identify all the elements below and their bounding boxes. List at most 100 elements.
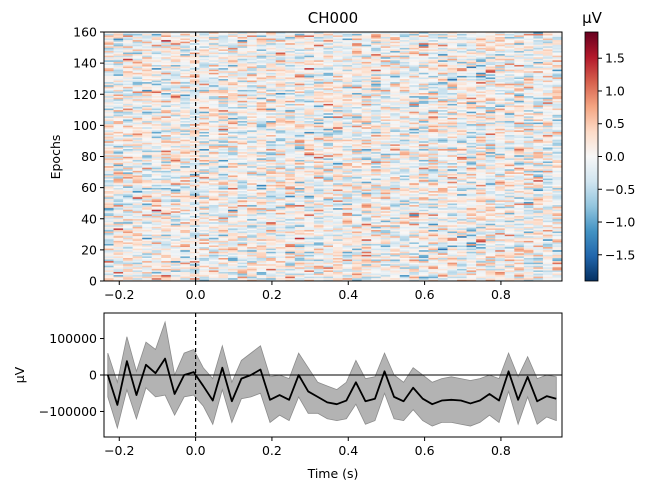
heatmap-cell xyxy=(447,210,458,213)
heatmap-cell xyxy=(199,140,210,143)
heatmap-cell xyxy=(104,154,114,157)
heatmap-cell xyxy=(399,248,410,251)
heatmap-cell xyxy=(342,251,353,254)
heatmap-cell xyxy=(533,137,544,140)
heatmap-cell xyxy=(180,259,191,262)
heatmap-cell xyxy=(533,120,544,123)
heatmap-cell xyxy=(418,120,429,123)
heatmap-cell xyxy=(466,226,477,229)
heatmap-cell xyxy=(352,186,362,188)
heatmap-cell xyxy=(361,204,372,207)
heatmap-cell xyxy=(514,243,525,246)
heatmap-cell xyxy=(352,206,362,209)
heatmap-cell xyxy=(542,193,553,196)
heatmap-cell xyxy=(352,140,362,143)
heatmap-cell xyxy=(208,217,219,220)
heatmap-cell xyxy=(228,167,238,170)
heatmap-cell xyxy=(361,190,372,193)
heatmap-cell xyxy=(504,123,515,126)
heatmap-cell xyxy=(199,270,210,272)
heatmap-cell xyxy=(514,131,525,134)
heatmap-cell xyxy=(132,128,143,131)
heatmap-cell xyxy=(361,164,372,167)
heatmap-cell xyxy=(333,137,343,140)
heatmap-cell xyxy=(256,246,267,249)
heatmap-cell xyxy=(189,235,200,238)
heatmap-cell xyxy=(218,134,229,137)
heatmap-cell xyxy=(208,206,219,209)
heatmap-cell xyxy=(447,134,458,137)
heatmap-cell xyxy=(447,172,458,174)
heatmap-cell xyxy=(323,242,334,244)
heatmap-cell xyxy=(266,259,277,262)
heatmap-cell xyxy=(142,223,153,226)
heatmap-cell xyxy=(485,265,496,268)
heatmap-cell xyxy=(123,209,133,212)
heatmap-cell xyxy=(476,144,487,146)
heatmap-cell xyxy=(237,128,248,131)
heatmap-cell xyxy=(199,196,210,199)
heatmap-cell xyxy=(371,224,382,227)
heatmap-cell xyxy=(266,192,277,195)
heatmap-cell xyxy=(523,265,534,268)
heatmap-cell xyxy=(504,125,515,128)
heatmap-cell xyxy=(113,257,124,260)
heatmap-cell xyxy=(256,176,267,179)
heatmap-cell xyxy=(552,142,563,145)
heatmap-cell xyxy=(428,254,439,257)
heatmap-cell xyxy=(237,130,248,132)
heatmap-cell xyxy=(199,125,210,128)
heatmap-cell xyxy=(523,179,534,182)
heatmap-cell xyxy=(342,119,353,122)
heatmap-cell xyxy=(189,240,200,243)
heatmap-cell xyxy=(447,150,458,153)
heatmap-cell xyxy=(199,226,210,229)
heatmap-cell xyxy=(142,162,153,165)
heatmap-cell xyxy=(189,153,200,156)
heatmap-cell xyxy=(333,224,343,227)
heatmap-cell xyxy=(228,268,238,271)
heatmap-cell xyxy=(170,151,181,154)
heatmap-cell xyxy=(104,240,114,243)
heatmap-cell xyxy=(304,266,315,269)
heatmap-cell xyxy=(466,271,477,274)
heatmap-cell xyxy=(380,134,391,137)
heatmap-cell xyxy=(437,172,448,174)
heatmap-cell xyxy=(409,150,420,153)
heatmap-cell xyxy=(199,182,210,185)
heatmap-cell xyxy=(399,228,410,230)
heatmap-cell xyxy=(409,214,420,216)
heatmap-cell xyxy=(104,237,114,240)
heatmap-cell xyxy=(189,263,200,266)
heatmap-cell xyxy=(132,212,143,215)
heatmap-cell xyxy=(552,175,563,178)
heatmap-cell xyxy=(552,137,563,140)
heatmap-cell xyxy=(189,162,200,165)
heatmap-cell xyxy=(208,243,219,246)
heatmap-cell xyxy=(113,256,124,258)
heatmap-cell xyxy=(113,262,124,265)
heatmap-cell xyxy=(399,145,410,148)
heatmap-cell xyxy=(476,228,487,230)
heatmap-cell xyxy=(495,273,506,276)
heatmap-cell xyxy=(266,238,277,241)
heatmap-cell xyxy=(523,192,534,195)
heatmap-cell xyxy=(504,175,515,178)
heatmap-cell xyxy=(189,192,200,195)
heatmap-cell xyxy=(151,268,162,271)
heatmap-cell xyxy=(199,120,210,123)
heatmap-cell xyxy=(180,164,191,167)
heatmap-cell xyxy=(161,231,172,234)
heatmap-cell xyxy=(380,221,391,224)
heatmap-cell xyxy=(390,212,401,215)
heatmap-cell xyxy=(189,270,200,272)
heatmap-cell xyxy=(466,246,477,249)
heatmap-cell xyxy=(457,151,467,154)
heatmap-cell xyxy=(409,231,420,234)
heatmap-cell xyxy=(208,182,219,185)
heatmap-cell xyxy=(142,226,153,229)
heatmap-cell xyxy=(466,228,477,230)
heatmap-cell xyxy=(523,249,534,252)
heatmap-cell xyxy=(457,172,467,174)
heatmap-cell xyxy=(123,273,133,276)
